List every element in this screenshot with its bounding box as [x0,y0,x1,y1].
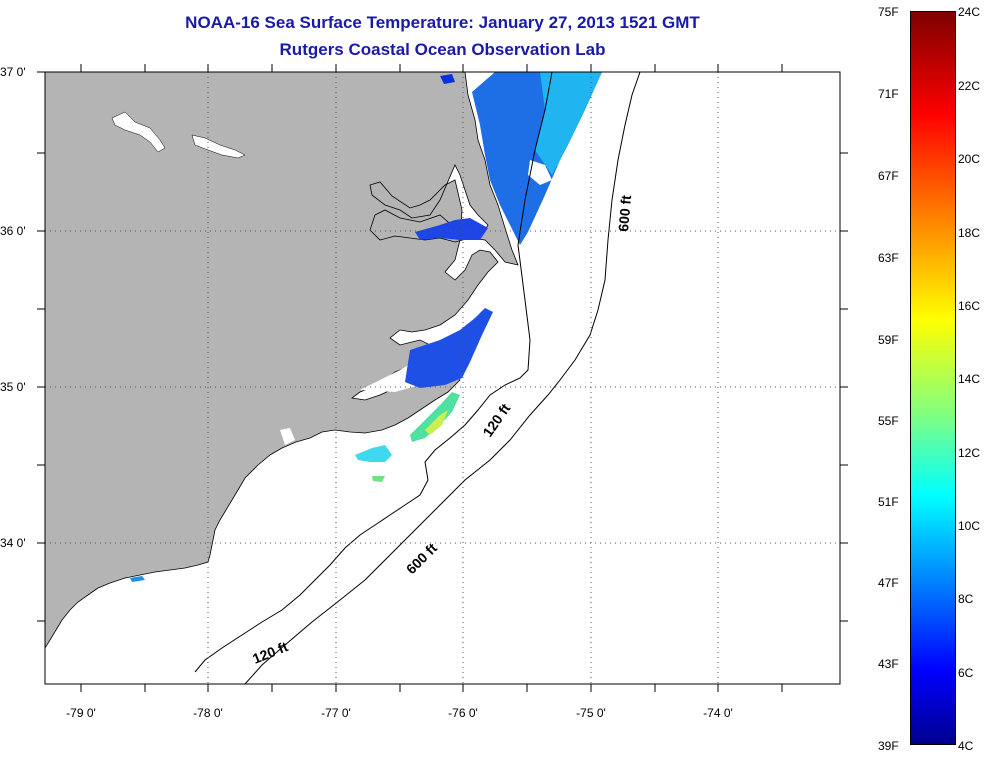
colorbar-label-24c: 24C [958,5,981,19]
lon-label-75: -75 0' [576,706,606,720]
colorbar-label-18c: 18C [958,226,981,240]
lon-label-77: -77 0' [321,706,351,720]
colorbar-label-22c: 22C [958,79,981,93]
contour-600ft [244,72,641,684]
lat-label-36: 36 0' [0,224,26,238]
colorbar-label-71f: 71F [878,87,899,101]
lon-label-79: -79 0' [66,706,96,720]
sst-patch-pamlico [405,308,493,388]
colorbar-label-39f: 39F [878,739,899,753]
colorbar-label-67f: 67F [878,169,899,183]
lon-label-76: -76 0' [448,706,478,720]
contour-120ft [194,72,553,673]
lat-label-34: 34 0' [0,536,26,550]
land-mass [45,72,519,649]
colorbar-label-20c: 20C [958,152,981,166]
map-title: NOAA-16 Sea Surface Temperature: January… [185,13,700,32]
colorbar-label-55f: 55F [878,414,899,428]
map-subtitle: Rutgers Coastal Ocean Observation Lab [279,40,606,59]
colorbar-label-47f: 47F [878,576,899,590]
colorbar-label-8c: 8C [958,592,974,606]
colorbar-label-6c: 6C [958,666,974,680]
lat-label-35: 35 0' [0,380,26,394]
lon-label-78: -78 0' [193,706,223,720]
colorbar-label-16c: 16C [958,299,981,313]
sst-patch-albemarle [415,218,488,240]
colorbar-label-10c: 10C [958,519,981,533]
lon-label-74: -74 0' [703,706,733,720]
contour-label-600-north: 600 ft [615,194,634,232]
lat-label-37: 37 0' [0,65,26,79]
colorbar-label-43f: 43F [878,657,899,671]
colorbar-label-59f: 59F [878,333,899,347]
colorbar-label-51f: 51F [878,495,899,509]
temperature-colorbar [910,11,956,745]
colorbar-label-4c: 4C [958,739,974,753]
colorbar-label-75f: 75F [878,5,899,19]
sst-patch-shoals [410,392,460,442]
colorbar-label-14c: 14C [958,372,981,386]
colorbar-label-12c: 12C [958,446,981,460]
colorbar-label-63f: 63F [878,251,899,265]
